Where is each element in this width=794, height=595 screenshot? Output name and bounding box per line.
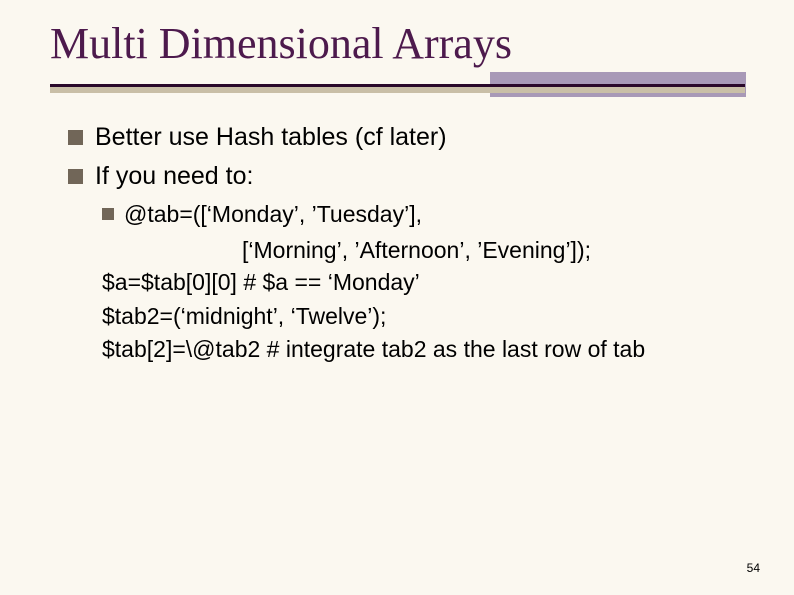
title-underline-light [50,87,745,93]
code-line: [‘Morning’, ’Afternoon’, ’Evening’]); [102,234,738,266]
sub-bullet-block: @tab=([‘Monday’, ’Tuesday’], [‘Morning’,… [102,198,738,266]
bullet-icon [68,130,83,145]
bullet-item: Better use Hash tables (cf later) [68,120,738,155]
code-line: $tab2=(‘midnight’, ‘Twelve’); [102,300,738,333]
bullet-icon [102,208,114,220]
bullet-text: Better use Hash tables (cf later) [95,120,447,155]
code-block: $a=$tab[0][0] # $a == ‘Monday’ $tab2=(‘m… [102,266,738,366]
code-line: $tab[2]=\@tab2 # integrate tab2 as the l… [102,333,738,366]
page-number: 54 [747,561,760,575]
slide: Multi Dimensional Arrays Better use Hash… [0,0,794,595]
code-line: $a=$tab[0][0] # $a == ‘Monday’ [102,266,738,299]
sub-bullet-item: @tab=([‘Monday’, ’Tuesday’], [102,198,738,230]
code-line: @tab=([‘Monday’, ’Tuesday’], [124,198,422,230]
bullet-icon [68,169,83,184]
bullet-text: If you need to: [95,159,253,194]
slide-title: Multi Dimensional Arrays [50,18,512,69]
content-area: Better use Hash tables (cf later) If you… [68,120,738,366]
bullet-item: If you need to: [68,159,738,194]
